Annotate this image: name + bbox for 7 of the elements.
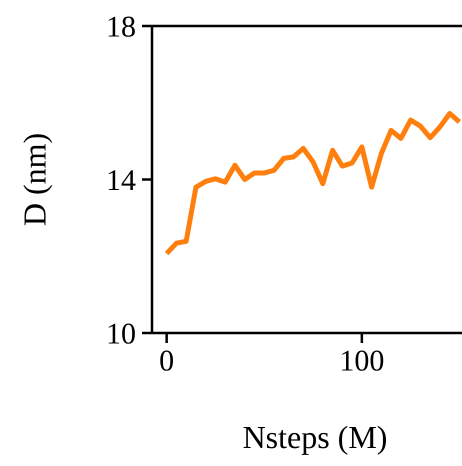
y-axis-title: D (nm) — [16, 132, 52, 226]
y-tick-label: 14 — [106, 164, 136, 198]
x-tick-label: 0 — [159, 344, 174, 378]
x-tick-label: 100 — [339, 344, 384, 378]
y-tick-label: 18 — [106, 10, 136, 44]
x-axis-title: Nsteps (M) — [242, 419, 388, 455]
y-tick-label: 10 — [106, 318, 136, 351]
